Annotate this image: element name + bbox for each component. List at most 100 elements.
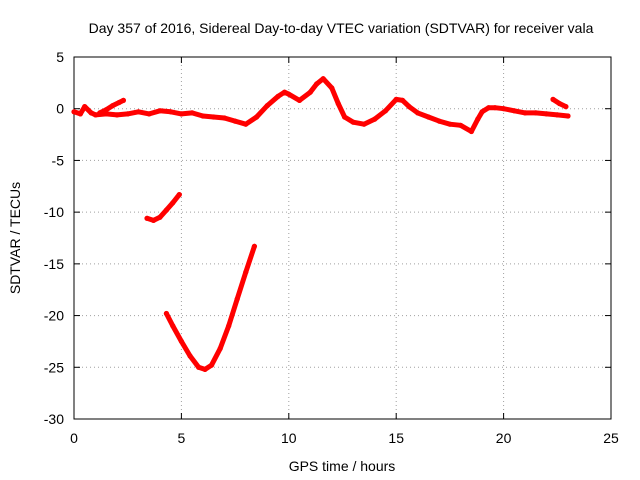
- data-point: [314, 81, 320, 87]
- data-point: [97, 110, 103, 116]
- data-point: [544, 111, 550, 117]
- data-point: [492, 105, 498, 111]
- y-tick-label: -10: [44, 204, 64, 220]
- data-point: [479, 109, 485, 115]
- data-point: [307, 89, 313, 95]
- x-tick-label: 20: [496, 430, 512, 446]
- x-tick-label: 15: [388, 430, 404, 446]
- data-point: [125, 111, 131, 117]
- y-tick-label: -30: [44, 411, 64, 427]
- data-point: [372, 116, 378, 122]
- y-tick-label: 5: [56, 49, 64, 65]
- data-point: [243, 121, 249, 127]
- data-point: [103, 107, 109, 113]
- data-point: [163, 310, 169, 317]
- data-point: [329, 85, 335, 91]
- series-line-arc-minus-10: [144, 192, 182, 223]
- data-point: [361, 121, 367, 127]
- data-point: [281, 89, 288, 95]
- y-tick-label: -20: [44, 308, 64, 324]
- data-point: [400, 97, 406, 103]
- data-point: [135, 109, 141, 115]
- data-point: [501, 106, 507, 112]
- data-point: [458, 122, 464, 128]
- y-tick-label: -25: [44, 359, 64, 375]
- data-point: [120, 97, 126, 103]
- data-point: [110, 103, 116, 109]
- data-point: [150, 217, 157, 223]
- x-axis-title: GPS time / hours: [289, 458, 396, 474]
- data-point: [350, 119, 356, 125]
- data-point: [92, 112, 99, 118]
- data-point: [157, 214, 163, 220]
- data-point: [234, 296, 240, 302]
- data-point: [554, 112, 560, 118]
- x-tick-label: 10: [281, 430, 297, 446]
- data-point: [170, 323, 176, 329]
- y-tick-label: -5: [52, 152, 65, 168]
- y-tick-label: 0: [56, 101, 64, 117]
- data-point: [415, 110, 421, 116]
- data-point: [200, 113, 206, 119]
- data-point: [264, 103, 270, 109]
- data-point: [202, 366, 208, 372]
- data-point: [251, 243, 257, 249]
- data-point: [406, 104, 412, 110]
- ticks-layer: 0 5 10 15 20 25 -30 -25 -20 -15 -10 -5 0 5: [44, 49, 619, 446]
- data-point: [82, 104, 88, 110]
- data-point: [116, 99, 122, 106]
- data-point: [208, 362, 215, 368]
- data-point: [157, 108, 163, 114]
- data-point: [226, 323, 232, 329]
- data-point: [187, 353, 193, 359]
- data-point: [196, 364, 202, 370]
- data-point: [88, 110, 94, 116]
- data-point: [243, 269, 249, 275]
- data-point: [563, 104, 569, 110]
- data-point: [114, 112, 120, 118]
- data-point: [178, 111, 184, 117]
- data-point: [144, 215, 150, 221]
- chart-title: Day 357 of 2016, Sidereal Day-to-day VTE…: [89, 20, 594, 36]
- data-point: [511, 108, 517, 114]
- data-point: [232, 118, 238, 124]
- series-line-main: [71, 76, 571, 134]
- data-point: [286, 91, 292, 97]
- series-line-arc-minus-25: [163, 243, 257, 372]
- data-point: [77, 111, 83, 117]
- plot-frame: [73, 56, 612, 420]
- data-point: [275, 93, 281, 99]
- y-tick-label: -15: [44, 256, 64, 272]
- data-point: [382, 108, 389, 114]
- data-point: [146, 111, 152, 117]
- data-point: [176, 192, 182, 198]
- data-point: [436, 118, 442, 124]
- data-point: [335, 100, 341, 107]
- data-point: [211, 114, 217, 120]
- data-point: [486, 105, 492, 111]
- data-point: [178, 338, 184, 344]
- x-tick-label: 5: [178, 430, 186, 446]
- data-point: [217, 346, 223, 352]
- data-point: [170, 200, 176, 206]
- data-point: [71, 109, 77, 115]
- data-point: [533, 110, 539, 116]
- series-layer: [71, 76, 571, 372]
- data-point: [425, 114, 431, 120]
- x-tick-label: 25: [603, 430, 619, 446]
- data-point: [296, 97, 303, 103]
- y-axis-title: SDTVAR / TECUs: [7, 182, 23, 294]
- data-point: [221, 115, 227, 121]
- data-point: [447, 121, 453, 127]
- data-point: [254, 114, 260, 120]
- data-point: [468, 128, 474, 135]
- data-point: [565, 113, 571, 119]
- data-point: [556, 100, 563, 107]
- data-point: [189, 110, 195, 116]
- data-point: [393, 96, 399, 102]
- x-tick-label: 0: [70, 430, 78, 446]
- data-point: [320, 76, 326, 82]
- data-point: [475, 116, 481, 122]
- data-point: [522, 110, 528, 116]
